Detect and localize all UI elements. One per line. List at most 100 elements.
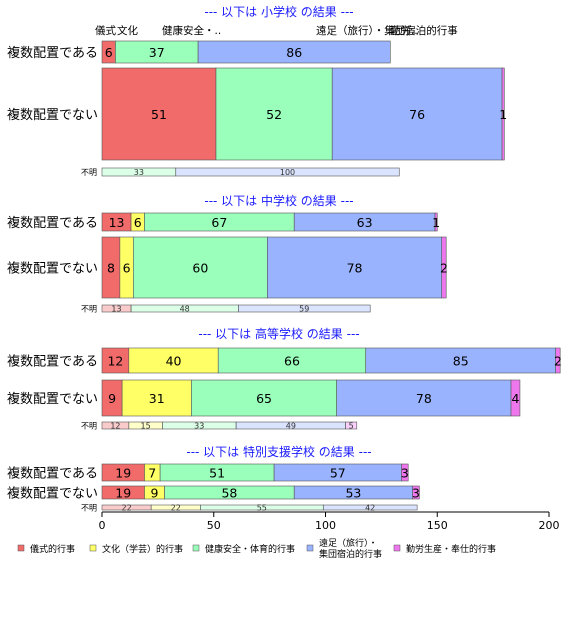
segment-header-label: 健康安全・.. (162, 24, 221, 37)
segment-header-label: 儀式 (95, 24, 116, 37)
category-label: 複数配置である (7, 466, 98, 482)
bar-segment (555, 347, 561, 374)
data-label: 52 (266, 107, 282, 122)
data-label: 7 (148, 466, 156, 481)
bar-segment (132, 236, 268, 299)
group-title: --- 以下は 特別支援学校 の結果 --- (186, 444, 371, 459)
unknown-data-label: 22 (171, 504, 181, 513)
category-label: 複数配置でない (7, 107, 98, 123)
data-label: 1 (499, 107, 507, 122)
bar-segment (434, 212, 438, 232)
group-title: --- 以下は 小学校 の結果 --- (204, 4, 353, 19)
category-label: 複数配置でない (7, 486, 98, 502)
legend-label: 勤労生産・奉仕的行事 (406, 543, 496, 555)
data-label: 1 (432, 215, 440, 230)
bar-segment (197, 40, 391, 64)
data-label: 13 (109, 215, 125, 230)
category-label: 複数配置でない (7, 391, 98, 407)
x-tick-label: 0 (99, 519, 106, 532)
data-label: 6 (134, 215, 142, 230)
data-label: 51 (151, 107, 167, 122)
bar-segment (510, 379, 521, 417)
data-label: 51 (209, 466, 225, 481)
data-label: 12 (107, 354, 123, 369)
unknown-data-label: 13 (111, 305, 121, 314)
unknown-data-label: 49 (286, 422, 296, 431)
bar-segment (412, 485, 420, 500)
unknown-data-label: 33 (134, 168, 144, 177)
legend-label: 儀式的行事 (30, 543, 75, 555)
data-label: 9 (108, 391, 116, 406)
unknown-data-label: 12 (110, 422, 120, 431)
bar-segment (128, 347, 219, 374)
segment-header-label: 遠足（旅行）・集団宿泊的行事 (316, 24, 458, 37)
x-tick-label: 100 (315, 519, 336, 532)
bar-segment (101, 347, 130, 374)
data-label: 60 (192, 261, 208, 276)
data-label: 67 (211, 215, 227, 230)
unknown-data-label: 15 (140, 422, 150, 431)
data-label: 6 (105, 45, 113, 60)
legend-label: 集団宿泊的行事 (319, 548, 382, 560)
data-label: 2 (440, 261, 448, 276)
unknown-data-label: 55 (257, 504, 267, 513)
data-label: 2 (554, 354, 562, 369)
category-label: 複数配置でない (7, 261, 98, 277)
category-label: 複数配置である (7, 354, 98, 370)
unknown-data-label: 59 (299, 305, 309, 314)
data-label: 78 (416, 391, 432, 406)
unknown-data-label: 48 (180, 305, 190, 314)
legend-swatch (192, 544, 200, 552)
data-label: 8 (107, 261, 115, 276)
bar-segment (336, 379, 512, 417)
unknown-data-label: 22 (121, 504, 131, 513)
data-label: 3 (401, 466, 409, 481)
bar-segment (401, 463, 409, 482)
legend-label: 遠足（旅行）・ (319, 537, 378, 549)
unknown-label: 不明 (81, 305, 97, 314)
unknown-data-label: 5 (349, 422, 354, 431)
data-label: 57 (330, 466, 346, 481)
data-label: 78 (347, 261, 363, 276)
unknown-data-label: 33 (194, 422, 204, 431)
data-label: 19 (115, 466, 131, 481)
legend-swatch (393, 544, 401, 552)
unknown-bar-segment (238, 304, 371, 313)
bar-segment (501, 67, 505, 161)
data-label: 6 (123, 261, 131, 276)
unknown-label: 不明 (81, 168, 97, 177)
data-label: 31 (149, 391, 165, 406)
bar-segment (267, 236, 443, 299)
data-label: 58 (221, 486, 237, 501)
segment-header-label: 勤労.. (390, 24, 418, 37)
data-label: 3 (412, 486, 420, 501)
data-label: 37 (149, 45, 165, 60)
segment-header-label: 文化 (117, 24, 138, 37)
unknown-data-label: 100 (280, 168, 295, 177)
bar-segment (331, 67, 503, 161)
data-label: 9 (151, 486, 159, 501)
unknown-label: 不明 (81, 422, 97, 431)
legend-label: 健康安全・体育的行事 (205, 543, 295, 555)
legend-label: 文化（学芸）的行事 (102, 543, 183, 555)
x-tick-label: 200 (539, 519, 560, 532)
legend-swatch (89, 544, 97, 552)
bar-segment (217, 347, 367, 374)
data-label: 40 (166, 354, 182, 369)
category-label: 複数配置である (7, 215, 98, 231)
data-label: 19 (115, 486, 131, 501)
category-label: 複数配置である (7, 45, 98, 61)
legend-swatch (306, 544, 314, 552)
data-label: 53 (345, 486, 361, 501)
data-label: 76 (409, 107, 425, 122)
bar-segment (365, 347, 557, 374)
unknown-bar-segment (322, 504, 418, 511)
unknown-data-label: 42 (365, 504, 375, 513)
x-tick-label: 150 (427, 519, 448, 532)
bar-segment (215, 67, 333, 161)
data-label: 65 (256, 391, 272, 406)
unknown-bar-segment (345, 421, 358, 430)
bar-segment (441, 236, 447, 299)
data-label: 4 (511, 391, 519, 406)
